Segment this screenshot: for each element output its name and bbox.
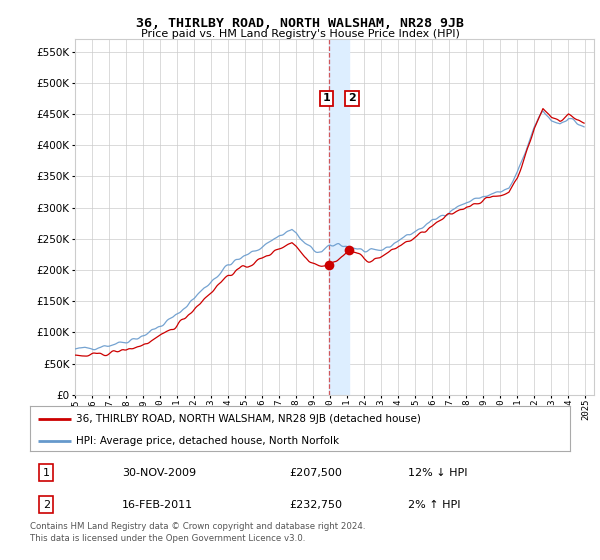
Text: 1: 1 bbox=[322, 94, 330, 104]
Text: £232,750: £232,750 bbox=[289, 500, 342, 510]
Text: Contains HM Land Registry data © Crown copyright and database right 2024.
This d: Contains HM Land Registry data © Crown c… bbox=[30, 522, 365, 543]
Text: 36, THIRLBY ROAD, NORTH WALSHAM, NR28 9JB (detached house): 36, THIRLBY ROAD, NORTH WALSHAM, NR28 9J… bbox=[76, 413, 421, 423]
Text: 1: 1 bbox=[43, 468, 50, 478]
Text: Price paid vs. HM Land Registry's House Price Index (HPI): Price paid vs. HM Land Registry's House … bbox=[140, 29, 460, 39]
Text: £207,500: £207,500 bbox=[289, 468, 342, 478]
Text: 36, THIRLBY ROAD, NORTH WALSHAM, NR28 9JB: 36, THIRLBY ROAD, NORTH WALSHAM, NR28 9J… bbox=[136, 17, 464, 30]
Text: 30-NOV-2009: 30-NOV-2009 bbox=[122, 468, 196, 478]
Text: 16-FEB-2011: 16-FEB-2011 bbox=[122, 500, 193, 510]
Text: 2: 2 bbox=[348, 94, 356, 104]
Text: 2: 2 bbox=[43, 500, 50, 510]
Text: 2% ↑ HPI: 2% ↑ HPI bbox=[408, 500, 461, 510]
Text: 12% ↓ HPI: 12% ↓ HPI bbox=[408, 468, 467, 478]
Bar bbox=[329, 39, 349, 395]
Text: HPI: Average price, detached house, North Norfolk: HPI: Average price, detached house, Nort… bbox=[76, 436, 339, 446]
